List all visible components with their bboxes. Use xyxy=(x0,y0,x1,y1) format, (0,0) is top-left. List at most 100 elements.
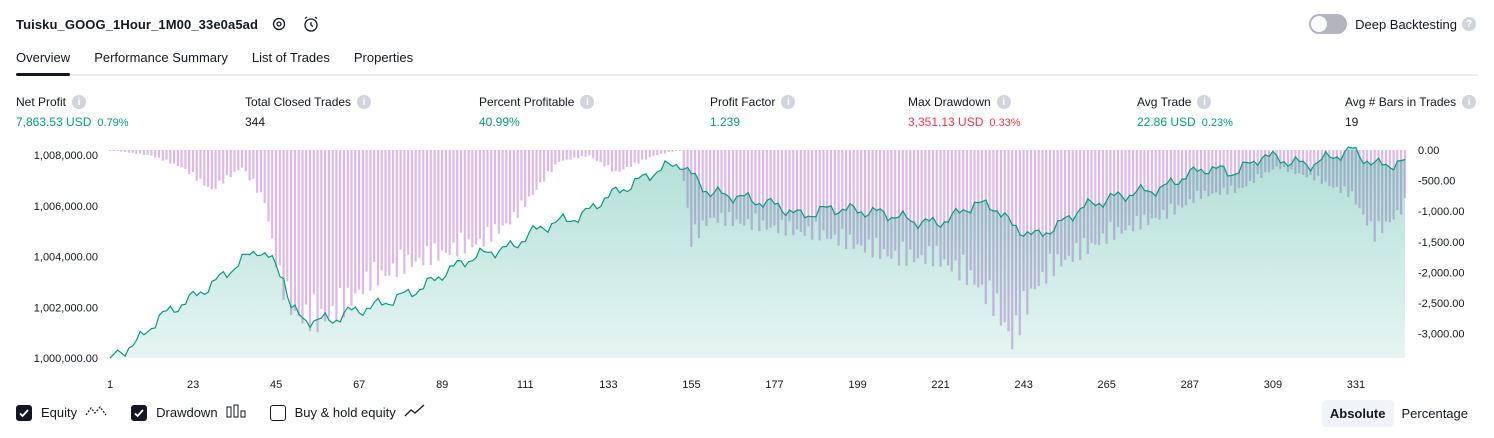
x-tick-label: 155 xyxy=(682,379,700,391)
drawdown-bar xyxy=(478,150,481,239)
metric-label: Percent Profitable xyxy=(479,95,575,109)
x-tick-label: 331 xyxy=(1347,379,1365,391)
metric-percent: 0.23% xyxy=(1201,117,1233,129)
drawdown-bar xyxy=(939,150,942,267)
drawdown-bar xyxy=(795,150,799,230)
drawdown-bar xyxy=(931,150,935,267)
metric-label: Profit Factor xyxy=(710,95,776,109)
drawdown-bar xyxy=(1237,150,1240,189)
equity-drawdown-chart[interactable]: 1,000,000.00 1,002,000.00 1,004,000.00 1,00… xyxy=(0,140,1494,400)
drawdown-bar xyxy=(1132,150,1135,232)
x-tick-label: 111 xyxy=(517,379,534,391)
info-icon[interactable]: i xyxy=(1462,95,1477,109)
drawdown-bar xyxy=(1082,150,1086,239)
drawdown-bar xyxy=(629,150,632,167)
tab-properties[interactable]: Properties xyxy=(353,50,414,65)
info-icon[interactable]: i xyxy=(580,95,595,109)
drawdown-bar xyxy=(1150,150,1153,219)
drawdown-bar xyxy=(1079,150,1082,261)
settings-icon[interactable] xyxy=(268,13,290,35)
y-right-tick-label: -1,500.00 xyxy=(1418,237,1464,249)
drawdown-bar xyxy=(943,150,946,260)
strategy-name: Tuisku_GOOG_1Hour_1M00_33e0a5ad xyxy=(16,16,259,32)
drawdown-bar xyxy=(671,150,674,152)
drawdown-bar xyxy=(924,150,927,265)
drawdown-bar xyxy=(954,150,957,261)
tab-list-of-trades[interactable]: List of Trades xyxy=(251,50,330,65)
drawdown-bar xyxy=(237,150,240,171)
drawdown-bar xyxy=(505,150,508,224)
drawdown-bar xyxy=(543,150,546,182)
metric-percent-profitable: Percent Profitable i 40.99% xyxy=(479,94,595,129)
buyhold-toggle[interactable]: Buy & hold equity xyxy=(269,404,426,421)
drawdown-bar xyxy=(452,150,455,243)
absolute-button[interactable]: Absolute xyxy=(1321,400,1394,427)
drawdown-bar xyxy=(293,150,296,311)
drawdown-bar xyxy=(897,150,901,266)
info-icon[interactable]: i xyxy=(1197,95,1212,109)
drawdown-bar xyxy=(720,150,723,213)
drawdown-bar xyxy=(724,150,727,226)
drawdown-bar xyxy=(1230,150,1233,186)
drawdown-bar xyxy=(1184,150,1187,206)
drawdown-bar xyxy=(709,150,712,218)
drawdown-bar xyxy=(346,150,349,288)
drawdown-bar xyxy=(743,150,746,226)
drawdown-bar xyxy=(750,150,753,230)
drawdown-bar xyxy=(316,150,319,333)
drawdown-bar xyxy=(425,150,429,246)
metric-value: 1.239 xyxy=(710,115,741,129)
drawdown-bar xyxy=(962,150,965,255)
drawdown-bar xyxy=(180,150,183,168)
drawdown-bar xyxy=(573,150,576,158)
drawdown-bar xyxy=(475,150,478,245)
drawdown-bar xyxy=(905,150,908,266)
drawdown-bar xyxy=(199,150,202,179)
drawdown-checkbox[interactable] xyxy=(131,404,148,421)
metric-value: 7,863.53 USD xyxy=(16,115,92,129)
drawdown-bar xyxy=(229,150,232,178)
metric-profit-factor: Profit Factor i 1.239 xyxy=(710,94,796,129)
drawdown-bar xyxy=(852,150,855,249)
drawdown-bar xyxy=(471,150,474,248)
tab-performance-summary[interactable]: Performance Summary xyxy=(94,50,228,65)
equity-toggle[interactable]: Equity xyxy=(16,404,107,421)
tab-overview[interactable]: Overview xyxy=(16,46,71,76)
drawdown-bar xyxy=(418,150,421,258)
info-icon[interactable]: i xyxy=(996,95,1011,109)
percentage-button[interactable]: Percentage xyxy=(1401,406,1469,421)
drawdown-bar xyxy=(678,150,682,151)
drawdown-bar xyxy=(195,150,198,181)
drawdown-bar xyxy=(867,150,870,240)
equity-line-icon xyxy=(85,404,107,421)
info-icon[interactable]: i xyxy=(357,95,372,109)
drawdown-bar xyxy=(814,150,817,222)
info-icon[interactable]: i xyxy=(781,95,796,109)
y-axis-left: 1,000,000.00 1,002,000.00 1,004,000.00 1,00… xyxy=(34,150,98,365)
drawdown-bar xyxy=(339,150,342,288)
y-left-tick-label: 1,006,000.00 xyxy=(34,201,98,213)
drawdown-bar xyxy=(1090,150,1093,243)
drawdown-bar xyxy=(399,150,402,250)
drawdown-bar xyxy=(935,150,938,246)
drawdown-bar xyxy=(829,150,833,240)
y-right-tick-label: -2,500.00 xyxy=(1418,298,1464,310)
equity-checkbox[interactable] xyxy=(16,404,32,421)
drawdown-bar xyxy=(384,150,387,276)
drawdown-bar xyxy=(184,150,187,169)
drawdown-bar xyxy=(150,150,153,156)
info-icon[interactable]: i xyxy=(72,95,87,109)
help-icon[interactable]: ? xyxy=(1462,17,1476,31)
drawdown-bar xyxy=(1033,150,1036,290)
drawdown-bar xyxy=(252,150,255,179)
y-left-tick-label: 1,000,000.00 xyxy=(34,353,98,365)
drawdown-bar xyxy=(501,150,504,226)
drawdown-bar xyxy=(592,150,595,159)
deep-backtesting-toggle[interactable] xyxy=(1309,14,1348,34)
drawdown-toggle[interactable]: Drawdown xyxy=(131,404,246,421)
alarm-clock-icon[interactable] xyxy=(300,13,322,35)
drawdown-bar xyxy=(928,150,931,246)
drawdown-bar xyxy=(1052,150,1055,277)
buyhold-checkbox[interactable] xyxy=(269,404,286,421)
drawdown-bar xyxy=(780,150,783,220)
